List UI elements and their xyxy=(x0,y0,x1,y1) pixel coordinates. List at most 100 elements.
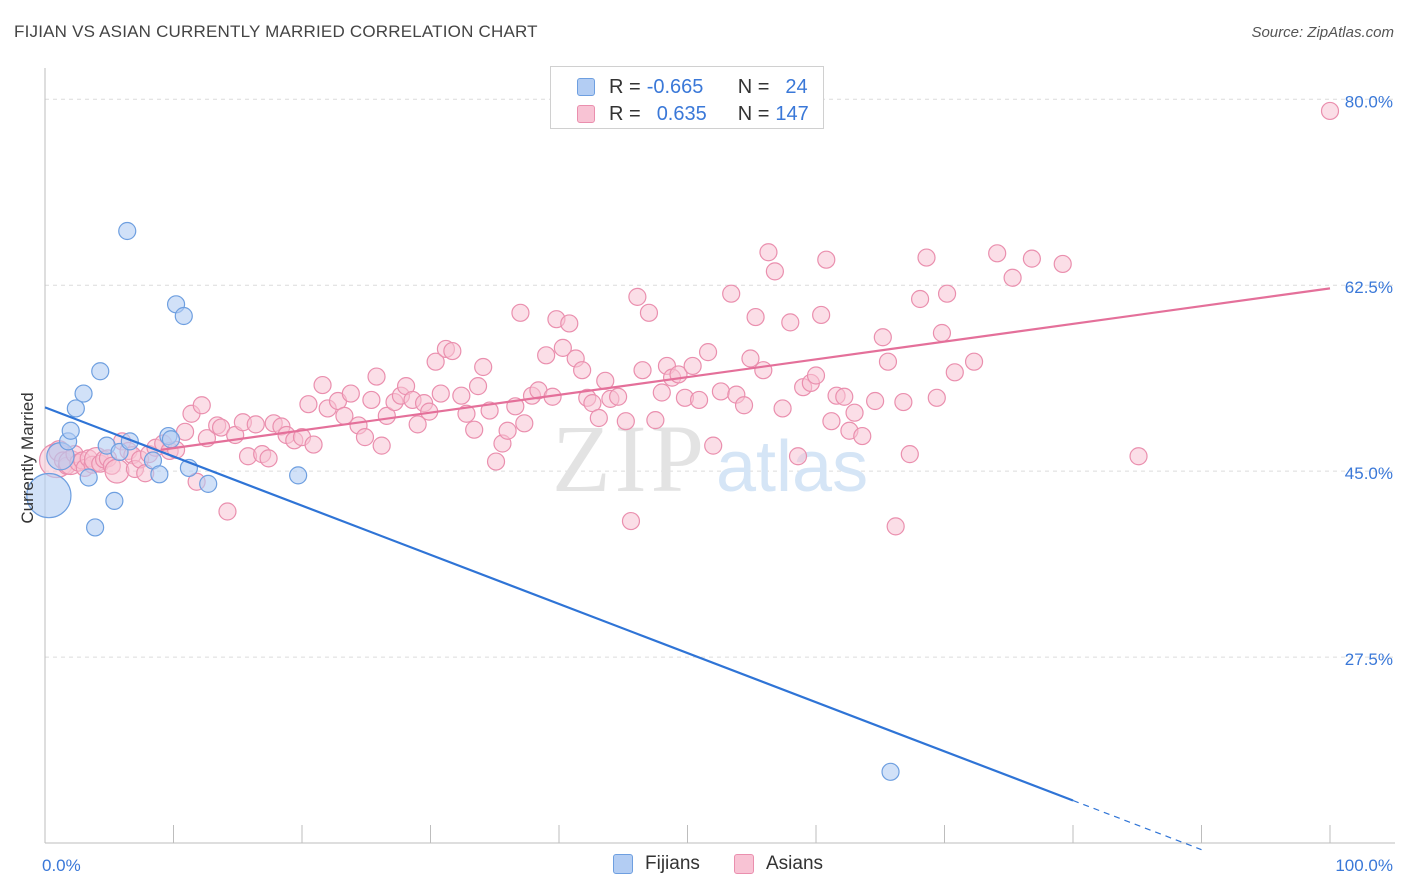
asian-point-70 xyxy=(443,341,462,361)
asian-point-112 xyxy=(704,436,723,455)
asian-n-value: 147 xyxy=(775,102,809,125)
fijian-point-15 xyxy=(150,465,169,484)
fijian-r-label: R = xyxy=(609,75,641,98)
asian-point-79 xyxy=(498,421,517,440)
y-tick-label-1: 45.0% xyxy=(1345,464,1393,483)
bottom-fijian-swatch xyxy=(613,854,633,874)
bottom-asian-label: Asians xyxy=(766,853,824,874)
asian-point-128 xyxy=(812,305,831,325)
x-tick-label-0: 0.0% xyxy=(42,856,81,875)
fijian-point-19 xyxy=(174,306,193,326)
asian-point-85 xyxy=(537,346,556,365)
asian-point-116 xyxy=(734,396,754,415)
asian-point-81 xyxy=(511,303,530,322)
asian-point-58 xyxy=(372,436,391,455)
fijian-points xyxy=(26,221,900,781)
fijian-point-22 xyxy=(289,466,308,485)
asian-point-122 xyxy=(773,399,792,418)
asian-point-82 xyxy=(515,414,534,433)
asian-point-151 xyxy=(1022,249,1041,268)
bottom-asian-swatch xyxy=(734,854,754,874)
asian-point-154 xyxy=(1320,101,1340,121)
asian-point-139 xyxy=(886,517,905,536)
fijian-point-17 xyxy=(161,430,181,449)
asian-point-136 xyxy=(866,391,885,411)
asian-point-73 xyxy=(465,420,484,439)
tick-labels: 27.5% 45.0% 62.5% 80.0% 0.0% 100.0% xyxy=(42,92,1393,875)
asian-point-49 xyxy=(313,375,332,395)
asian-point-140 xyxy=(894,392,913,412)
correlation-legend: R = -0.665 N = 24 R = 0.635 N = 147 xyxy=(550,66,824,129)
asian-point-28 xyxy=(175,422,195,441)
asian-trend-line xyxy=(160,287,1331,451)
asian-points xyxy=(38,101,1340,536)
asian-point-149 xyxy=(988,244,1007,263)
asian-point-41 xyxy=(259,449,278,468)
asian-point-130 xyxy=(822,412,841,431)
grid-layer xyxy=(45,98,1395,658)
chart-title: FIJIAN VS ASIAN CURRENTLY MARRIED CORREL… xyxy=(14,22,538,41)
asian-point-150 xyxy=(1003,268,1022,287)
asian-point-98 xyxy=(616,412,635,431)
asian-point-148 xyxy=(964,352,984,371)
bottom-legend-asians: Asians xyxy=(734,851,823,877)
asian-point-144 xyxy=(927,388,946,407)
asian-point-94 xyxy=(589,408,608,428)
asian-r-label: R = xyxy=(609,102,641,125)
fijian-point-6 xyxy=(79,468,98,487)
asian-point-120 xyxy=(759,243,778,262)
asian-point-121 xyxy=(765,262,784,281)
asian-point-64 xyxy=(408,415,427,434)
asian-point-97 xyxy=(609,387,628,406)
asian-point-104 xyxy=(652,383,671,402)
asian-point-117 xyxy=(741,349,760,368)
asian-r-value: 0.635 xyxy=(656,102,707,125)
asian-point-147 xyxy=(945,363,964,382)
legend-row-asians: R = 0.635 N = 147 xyxy=(577,102,809,126)
asian-point-109 xyxy=(683,356,702,376)
fijian-point-13 xyxy=(118,221,137,241)
fijian-r-value: -0.665 xyxy=(646,75,704,98)
asian-point-34 xyxy=(211,418,231,437)
asian-point-89 xyxy=(560,314,579,333)
asian-point-129 xyxy=(817,250,836,269)
asian-point-127 xyxy=(806,366,826,385)
asian-point-39 xyxy=(246,415,265,434)
asian-point-56 xyxy=(362,390,381,410)
asian-point-124 xyxy=(788,447,808,466)
asian-point-76 xyxy=(480,401,499,420)
asian-n-label: N = xyxy=(737,102,770,125)
y-tick-label-3: 80.0% xyxy=(1345,92,1393,111)
asian-point-114 xyxy=(722,284,741,303)
asian-point-137 xyxy=(873,328,892,347)
asian-point-103 xyxy=(646,411,665,430)
asian-point-72 xyxy=(457,404,476,423)
asian-point-101 xyxy=(633,361,652,380)
asian-point-53 xyxy=(341,384,360,403)
fijian-point-8 xyxy=(91,362,110,381)
asian-point-55 xyxy=(355,428,375,447)
fijian-point-7 xyxy=(86,518,105,537)
asian-point-88 xyxy=(553,338,572,357)
asian-point-91 xyxy=(573,361,592,380)
fijian-swatch xyxy=(577,78,595,96)
bottom-legend-fijians: Fijians xyxy=(613,851,700,877)
asian-point-48 xyxy=(304,435,323,454)
asian-point-135 xyxy=(853,426,872,446)
asian-point-113 xyxy=(711,382,731,401)
watermark-atlas: atlas xyxy=(716,427,868,507)
asian-point-57 xyxy=(367,367,386,386)
asian-point-100 xyxy=(628,287,647,306)
asian-point-99 xyxy=(621,511,641,531)
legend-row-fijians: R = -0.665 N = 24 xyxy=(577,75,808,99)
fijian-point-4 xyxy=(66,399,85,418)
asian-point-145 xyxy=(932,323,952,343)
asian-point-67 xyxy=(426,352,445,371)
asian-point-152 xyxy=(1053,254,1072,274)
bottom-fijian-label: Fijians xyxy=(645,853,700,874)
asian-point-118 xyxy=(746,307,765,327)
asian-point-47 xyxy=(299,395,318,414)
asian-point-138 xyxy=(878,352,898,371)
asian-point-146 xyxy=(937,284,957,303)
fijian-point-0 xyxy=(26,472,72,519)
